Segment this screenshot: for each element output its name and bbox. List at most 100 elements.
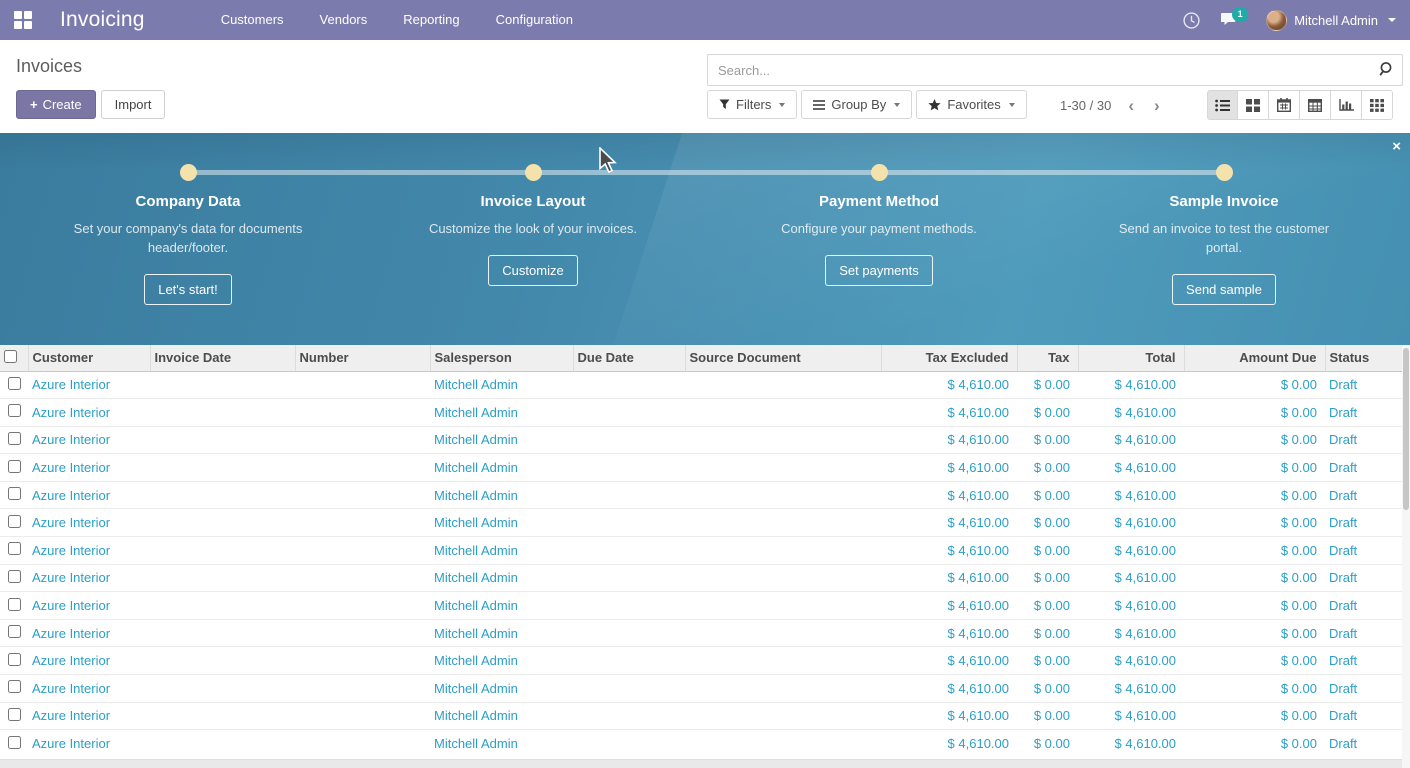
view-switch-pivot[interactable]	[1300, 90, 1331, 120]
table-row[interactable]: Azure Interior Mitchell Admin $ 4,610.00 $ …	[0, 398, 1402, 427]
cell-total: $ 4,610.00	[1078, 563, 1184, 592]
menu-vendors[interactable]: Vendors	[319, 12, 368, 27]
column-header-amount_due[interactable]: Amount Due	[1183, 345, 1325, 372]
row-checkbox[interactable]	[7, 569, 21, 583]
menu-customers[interactable]: Customers	[220, 12, 284, 27]
onboarding-progress-line	[188, 170, 1224, 175]
cell-source_document	[685, 674, 881, 703]
cell-tax: $ 0.00	[1017, 563, 1078, 592]
apps-menu-button[interactable]	[0, 0, 46, 40]
create-button[interactable]: + Create	[16, 90, 96, 119]
view-switch-list[interactable]	[1207, 90, 1238, 120]
select-all-checkbox[interactable]	[4, 349, 17, 363]
cell-status: Draft	[1325, 480, 1402, 509]
step-title: Sample Invoice	[1169, 193, 1279, 210]
cell-tax: $ 0.00	[1017, 646, 1078, 675]
menu-reporting[interactable]: Reporting	[403, 12, 460, 27]
column-header-status[interactable]: Status	[1324, 345, 1402, 372]
group-by-button[interactable]: Group By	[801, 90, 913, 119]
view-switch-kanban[interactable]	[1238, 90, 1269, 120]
table-row[interactable]: Azure Interior Mitchell Admin $ 4,610.00 $ …	[0, 674, 1402, 703]
cell-invoice_date	[150, 563, 295, 592]
table-row[interactable]: Azure Interior Mitchell Admin $ 4,610.00 $ …	[0, 425, 1402, 454]
pager-previous-button[interactable]: ‹	[1128, 95, 1134, 115]
messages-button[interactable]: 1	[1214, 0, 1249, 40]
cell-source_document	[685, 480, 881, 509]
column-header-due_date[interactable]: Due Date	[572, 345, 685, 372]
row-checkbox[interactable]	[7, 625, 21, 639]
table-row[interactable]: Azure Interior Mitchell Admin $ 4,610.00 $ …	[0, 508, 1402, 537]
table-row[interactable]: Azure Interior Mitchell Admin $ 4,610.00 $ …	[0, 591, 1402, 620]
close-icon[interactable]: ×	[1392, 138, 1401, 155]
user-avatar	[1266, 9, 1288, 31]
lets-start-button[interactable]: Let's start!	[144, 273, 232, 305]
column-header-customer[interactable]: Customer	[27, 345, 150, 372]
column-header-tax[interactable]: Tax	[1016, 345, 1078, 372]
row-checkbox[interactable]	[7, 652, 21, 666]
cell-due_date	[573, 425, 685, 454]
cell-tax: $ 0.00	[1017, 701, 1078, 730]
row-checkbox[interactable]	[7, 542, 21, 556]
table-row[interactable]: Azure Interior Mitchell Admin $ 4,610.00 $ …	[0, 480, 1402, 509]
table-row[interactable]: Azure Interior Mitchell Admin $ 4,610.00 $ …	[0, 701, 1402, 730]
row-checkbox[interactable]	[7, 404, 21, 418]
view-switch-calendar[interactable]	[1269, 90, 1300, 120]
table-row[interactable]: Azure Interior Mitchell Admin $ 4,610.00 $ …	[0, 646, 1402, 675]
cell-source_document	[685, 591, 881, 620]
horizontal-scrollbar[interactable]	[0, 759, 1402, 768]
table-row[interactable]: Azure Interior Mitchell Admin $ 4,610.00 $ …	[0, 453, 1402, 482]
vertical-scrollbar[interactable]	[1402, 345, 1410, 768]
cell-tax: $ 0.00	[1017, 508, 1078, 537]
search-input[interactable]	[707, 54, 1403, 86]
table-row[interactable]: Azure Interior Mitchell Admin $ 4,610.00 $ …	[0, 371, 1402, 399]
menu-configuration[interactable]: Configuration	[495, 12, 573, 27]
cell-status: Draft	[1325, 701, 1402, 730]
row-checkbox[interactable]	[7, 735, 21, 749]
kanban-view-icon	[1246, 98, 1260, 112]
cell-invoice_date	[150, 480, 295, 509]
pager-next-button[interactable]: ›	[1154, 95, 1160, 115]
row-checkbox[interactable]	[7, 459, 21, 473]
row-checkbox[interactable]	[7, 487, 21, 501]
column-header-salesperson[interactable]: Salesperson	[429, 345, 573, 372]
view-switch-activity[interactable]	[1362, 90, 1393, 120]
chevron-down-icon	[1008, 102, 1015, 107]
column-header-invoice_date[interactable]: Invoice Date	[149, 345, 295, 372]
cell-customer: Azure Interior	[28, 398, 150, 427]
activities-button[interactable]	[1174, 0, 1208, 40]
table-row[interactable]: Azure Interior Mitchell Admin $ 4,610.00 $ …	[0, 618, 1402, 647]
import-button[interactable]: Import	[100, 90, 166, 119]
row-checkbox[interactable]	[7, 514, 21, 528]
filters-button[interactable]: Filters	[707, 90, 798, 119]
scrollbar-thumb[interactable]	[1403, 348, 1409, 510]
row-checkbox[interactable]	[7, 597, 21, 611]
table-row[interactable]: Azure Interior Mitchell Admin $ 4,610.00 $ …	[0, 536, 1402, 565]
table-row[interactable]: Azure Interior Mitchell Admin $ 4,610.00 $ …	[0, 563, 1402, 592]
row-checkbox[interactable]	[7, 680, 21, 694]
set-payments-button[interactable]: Set payments	[825, 254, 933, 286]
cell-tax_excluded: $ 4,610.00	[881, 536, 1017, 565]
cell-invoice_date	[150, 398, 295, 427]
cell-due_date	[573, 729, 685, 758]
favorites-button[interactable]: Favorites	[916, 90, 1027, 119]
send-sample-button[interactable]: Send sample	[1172, 273, 1276, 305]
cell-number	[295, 453, 430, 482]
column-header-source_document[interactable]: Source Document	[684, 345, 881, 372]
column-header-total[interactable]: Total	[1077, 345, 1184, 372]
step-description: Set your company's data for documents he…	[73, 221, 303, 255]
row-checkbox[interactable]	[7, 431, 21, 445]
cell-number	[295, 563, 430, 592]
search-icon[interactable]	[1379, 61, 1395, 82]
table-row[interactable]: Azure Interior Mitchell Admin $ 4,610.00 $ …	[0, 729, 1402, 758]
view-switch-graph[interactable]	[1331, 90, 1362, 120]
column-header-number[interactable]: Number	[294, 345, 430, 372]
cell-tax: $ 0.00	[1017, 425, 1078, 454]
cell-customer: Azure Interior	[28, 646, 150, 675]
customize-button[interactable]: Customize	[488, 254, 578, 286]
row-checkbox[interactable]	[7, 376, 21, 390]
user-menu[interactable]: Mitchell Admin	[1254, 9, 1396, 31]
column-header-tax_excluded[interactable]: Tax Excluded	[880, 345, 1017, 372]
cell-salesperson: Mitchell Admin	[430, 425, 573, 454]
cell-amount_due: $ 0.00	[1184, 425, 1325, 454]
row-checkbox[interactable]	[7, 707, 21, 721]
